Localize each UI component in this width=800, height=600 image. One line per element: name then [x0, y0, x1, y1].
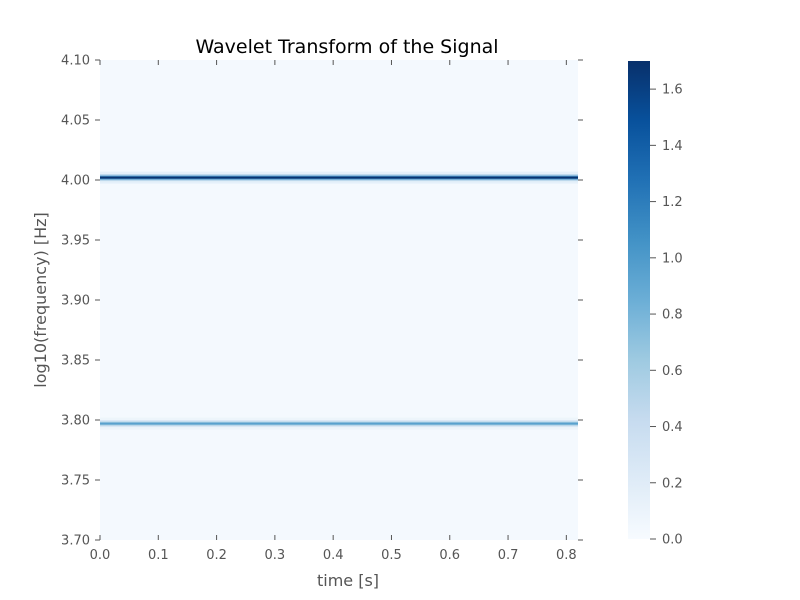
heatmap-background	[100, 60, 578, 540]
heatmap-band-1-core	[100, 176, 578, 179]
x-tick-label: 0.6	[439, 548, 460, 563]
colorbar-gradient	[628, 61, 650, 539]
x-axis-label: time [s]	[317, 571, 379, 590]
colorbar-tick-label: 1.6	[662, 83, 683, 98]
y-tick-label: 4.00	[61, 174, 90, 189]
colorbar: 0.0 0.2 0.4 0.6 0.8 1.0 1.2 1.4 1.6	[628, 61, 683, 548]
colorbar-ticks: 0.0 0.2 0.4 0.6 0.8 1.0 1.2 1.4 1.6	[650, 83, 683, 548]
x-tick-label: 0.3	[265, 548, 286, 563]
colorbar-tick-label: 1.2	[662, 195, 683, 210]
x-tick-label: 0.1	[148, 548, 169, 563]
x-tick-label: 0.2	[206, 548, 227, 563]
colorbar-tick-label: 0.0	[662, 533, 683, 548]
colorbar-tick-label: 1.0	[662, 251, 683, 266]
heatmap-band-2-core	[100, 422, 578, 425]
y-tick-label: 3.80	[61, 414, 90, 429]
y-axis: 3.70 3.75 3.80 3.85 3.90 3.95 4.00 4.05 4.10	[61, 54, 583, 549]
colorbar-tick-label: 0.6	[662, 364, 683, 379]
y-tick-label: 3.85	[61, 354, 90, 369]
colorbar-tick-label: 0.8	[662, 308, 683, 323]
y-tick-label: 3.95	[61, 234, 90, 249]
colorbar-tick-label: 1.4	[662, 139, 683, 154]
y-axis-label: log10(frequency) [Hz]	[31, 212, 50, 387]
x-tick-label: 0.5	[381, 548, 402, 563]
x-tick-label: 0.0	[90, 548, 111, 563]
y-tick-label: 4.05	[61, 114, 90, 129]
y-tick-label: 3.75	[61, 474, 90, 489]
colorbar-tick-label: 0.2	[662, 476, 683, 491]
y-tick-label: 3.90	[61, 294, 90, 309]
x-axis: 0.0 0.1 0.2 0.3 0.4 0.5 0.6 0.7 0.8	[90, 60, 577, 563]
colorbar-tick-label: 0.4	[662, 420, 683, 435]
heatmap-bands	[100, 171, 578, 430]
y-tick-label: 4.10	[61, 54, 90, 69]
x-tick-label: 0.8	[556, 548, 577, 563]
chart-title: Wavelet Transform of the Signal	[195, 36, 498, 58]
x-tick-label: 0.7	[498, 548, 519, 563]
x-tick-label: 0.4	[323, 548, 344, 563]
plot-area	[100, 60, 578, 540]
y-tick-label: 3.70	[61, 534, 90, 549]
